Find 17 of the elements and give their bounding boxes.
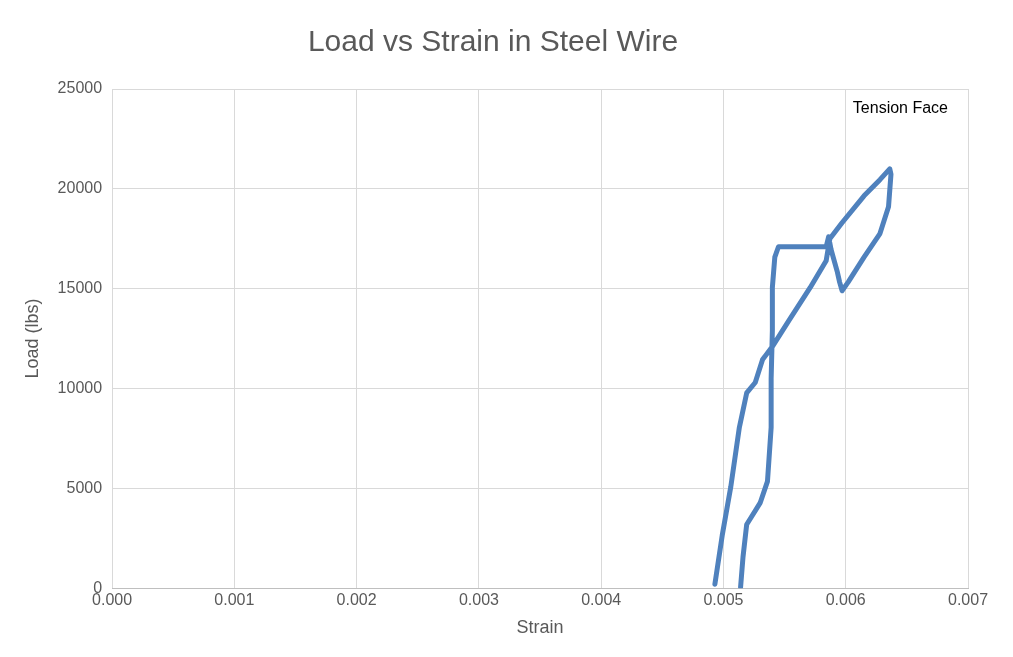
x-tick-label: 0.007 [947, 591, 989, 609]
x-tick-label: 0.004 [581, 591, 622, 609]
y-tick-label: 10000 [57, 378, 103, 396]
annotation: Tension Face [852, 99, 949, 117]
y-tick-label: 25000 [57, 79, 103, 97]
y-axis-title: Load (lbs) [21, 298, 42, 379]
x-tick-label: 0.000 [92, 591, 133, 609]
y-tick-label: 15000 [57, 279, 103, 297]
x-tick-label: 0.001 [214, 591, 255, 609]
x-tick-label: 0.005 [703, 591, 744, 609]
x-tick-label: 0.003 [458, 591, 500, 609]
x-tick-label: 0.006 [825, 591, 866, 609]
chart-title: Load vs Strain in Steel Wire [307, 24, 679, 58]
x-tick-label: 0.002 [336, 591, 377, 609]
y-tick-label: 5000 [66, 478, 103, 496]
y-tick-label: 20000 [57, 179, 103, 197]
x-axis-title: Strain [516, 617, 564, 638]
